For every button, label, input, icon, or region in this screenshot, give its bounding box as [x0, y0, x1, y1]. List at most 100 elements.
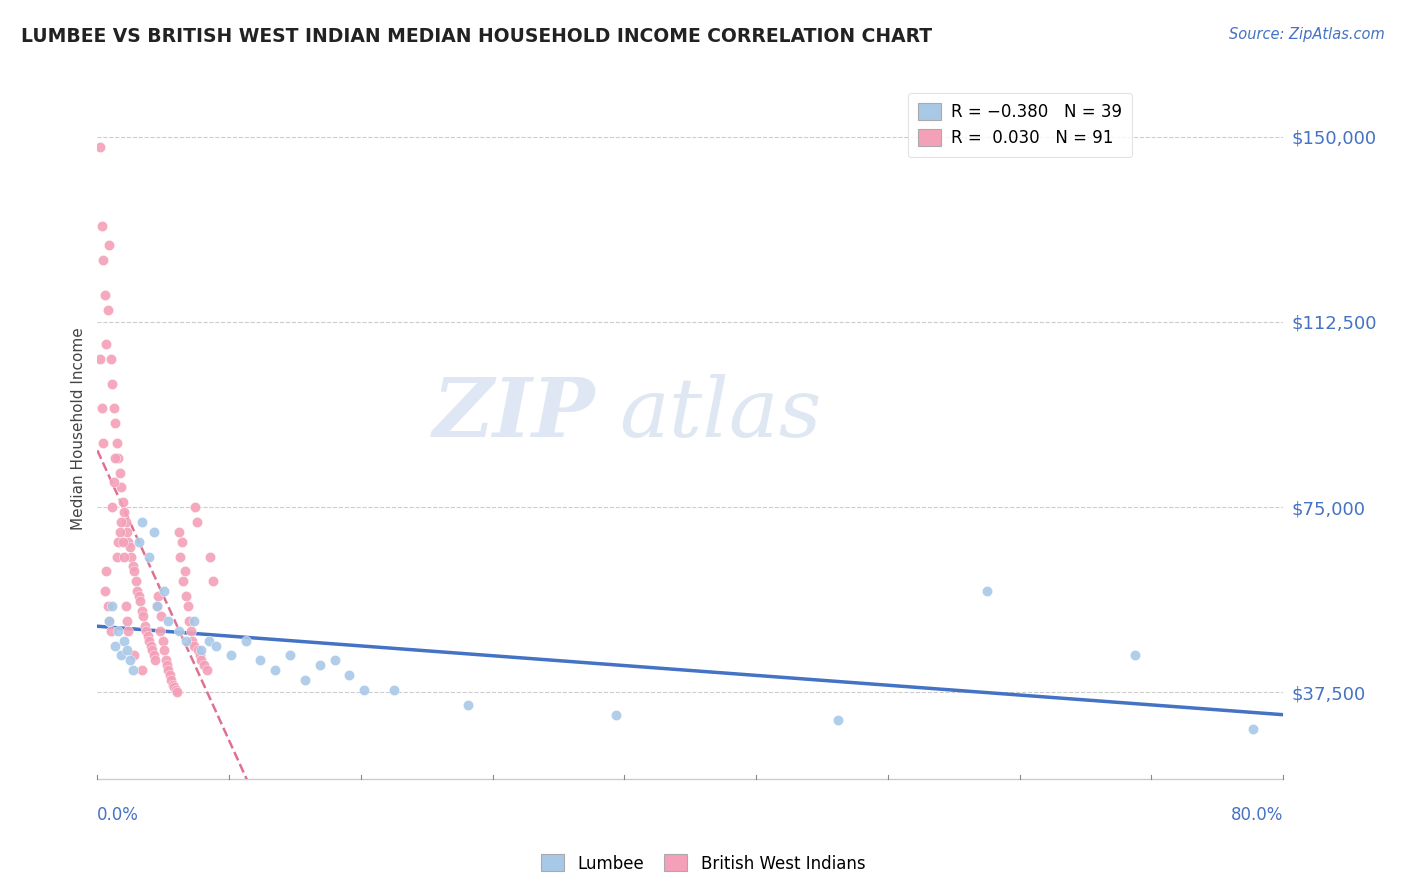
Point: [183, 614, 205, 628]
Point: [105, 436, 128, 450]
Point: [1243, 723, 1265, 737]
Point: [160, 673, 183, 687]
Point: [205, 639, 228, 653]
Point: [103, 475, 125, 490]
Point: [128, 534, 150, 549]
Point: [118, 653, 141, 667]
Point: [187, 643, 209, 657]
Point: [163, 681, 186, 695]
Point: [159, 668, 181, 682]
Point: [103, 401, 125, 416]
Point: [145, 599, 167, 613]
Point: [134, 619, 156, 633]
Point: [96, 337, 118, 351]
Point: [219, 648, 242, 663]
Point: [197, 633, 219, 648]
Point: [94, 584, 117, 599]
Point: [167, 524, 190, 539]
Point: [115, 524, 138, 539]
Point: [174, 633, 197, 648]
Point: [117, 534, 139, 549]
Point: [131, 663, 153, 677]
Point: [110, 648, 132, 663]
Point: [107, 624, 129, 638]
Point: [152, 633, 174, 648]
Point: [183, 639, 205, 653]
Point: [605, 707, 627, 722]
Point: [201, 574, 224, 589]
Text: 0.0%: 0.0%: [97, 806, 139, 824]
Point: [149, 624, 172, 638]
Point: [323, 653, 346, 667]
Point: [101, 500, 124, 515]
Point: [112, 505, 135, 519]
Point: [131, 604, 153, 618]
Point: [105, 549, 128, 564]
Point: [278, 648, 301, 663]
Point: [457, 698, 479, 712]
Point: [108, 466, 131, 480]
Point: [138, 633, 160, 648]
Point: [142, 524, 165, 539]
Point: [98, 614, 121, 628]
Point: [173, 565, 195, 579]
Point: [193, 658, 215, 673]
Point: [110, 515, 132, 529]
Point: [138, 549, 160, 564]
Point: [101, 599, 124, 613]
Point: [101, 376, 124, 391]
Point: [153, 643, 176, 657]
Point: [107, 534, 129, 549]
Point: [132, 608, 155, 623]
Point: [100, 351, 122, 366]
Point: [96, 565, 118, 579]
Point: [112, 633, 135, 648]
Point: [235, 633, 257, 648]
Point: [110, 480, 132, 494]
Point: [172, 574, 194, 589]
Point: [107, 450, 129, 465]
Point: [129, 594, 152, 608]
Point: [249, 653, 271, 667]
Point: [125, 574, 148, 589]
Point: [165, 683, 187, 698]
Point: [98, 238, 121, 252]
Point: [108, 524, 131, 539]
Y-axis label: Median Household Income: Median Household Income: [72, 326, 86, 530]
Point: [111, 495, 134, 509]
Point: [162, 678, 184, 692]
Point: [104, 639, 127, 653]
Point: [382, 683, 405, 698]
Point: [264, 663, 287, 677]
Point: [128, 589, 150, 603]
Point: [122, 663, 145, 677]
Point: [97, 302, 120, 317]
Point: [1123, 648, 1146, 663]
Point: [118, 540, 141, 554]
Point: [180, 624, 202, 638]
Point: [150, 608, 173, 623]
Point: [89, 351, 111, 366]
Point: [94, 287, 117, 301]
Point: [190, 643, 212, 657]
Text: Source: ZipAtlas.com: Source: ZipAtlas.com: [1229, 27, 1385, 42]
Text: 80.0%: 80.0%: [1230, 806, 1284, 824]
Point: [114, 515, 136, 529]
Text: LUMBEE VS BRITISH WEST INDIAN MEDIAN HOUSEHOLD INCOME CORRELATION CHART: LUMBEE VS BRITISH WEST INDIAN MEDIAN HOU…: [21, 27, 932, 45]
Point: [117, 624, 139, 638]
Point: [136, 629, 159, 643]
Point: [177, 599, 200, 613]
Point: [157, 663, 180, 677]
Point: [89, 139, 111, 153]
Point: [91, 253, 114, 268]
Point: [190, 653, 212, 667]
Text: ZIP: ZIP: [433, 374, 595, 454]
Point: [91, 436, 114, 450]
Point: [124, 565, 146, 579]
Point: [294, 673, 316, 687]
Point: [97, 599, 120, 613]
Point: [98, 614, 121, 628]
Point: [353, 683, 375, 698]
Point: [157, 614, 180, 628]
Point: [142, 648, 165, 663]
